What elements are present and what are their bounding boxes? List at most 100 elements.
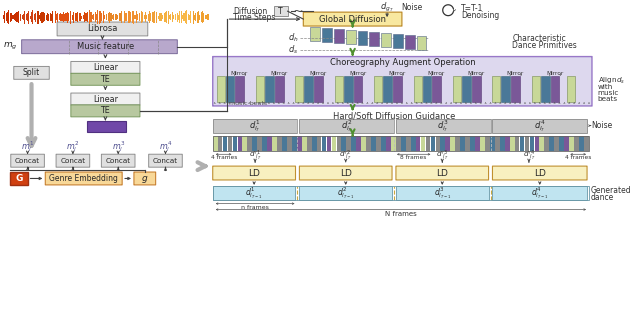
FancyBboxPatch shape — [492, 166, 587, 180]
Bar — [28, 10, 29, 24]
Bar — [525, 136, 529, 151]
Bar — [106, 14, 108, 20]
FancyBboxPatch shape — [71, 73, 140, 85]
Text: Linear: Linear — [93, 63, 118, 72]
Bar — [465, 136, 470, 151]
Bar — [18, 11, 19, 23]
Bar — [243, 136, 247, 151]
Bar — [354, 76, 362, 102]
Bar — [274, 6, 287, 16]
Bar — [257, 136, 262, 151]
Bar — [47, 13, 48, 21]
Bar — [569, 136, 574, 151]
Bar — [426, 136, 430, 151]
Text: 4 frames: 4 frames — [565, 155, 591, 160]
Bar — [268, 136, 272, 151]
Bar — [391, 136, 396, 151]
Bar — [152, 12, 153, 22]
Text: Noise: Noise — [401, 3, 422, 12]
FancyBboxPatch shape — [212, 57, 592, 106]
Bar — [40, 13, 41, 22]
Bar — [145, 12, 146, 22]
Text: LD: LD — [248, 169, 260, 178]
Text: Mirror: Mirror — [388, 71, 406, 76]
Bar — [225, 76, 234, 102]
Bar — [77, 12, 79, 22]
Text: Mirror: Mirror — [546, 71, 563, 76]
Bar — [80, 13, 81, 21]
FancyBboxPatch shape — [57, 22, 148, 36]
Bar — [485, 136, 490, 151]
Bar — [422, 76, 431, 102]
Bar — [10, 172, 28, 185]
Bar — [170, 14, 172, 20]
Bar — [455, 136, 460, 151]
Bar — [511, 76, 520, 102]
Text: Time Steps: Time Steps — [234, 13, 276, 22]
Bar — [346, 30, 356, 44]
Bar — [297, 136, 301, 151]
Text: music beats: music beats — [228, 101, 267, 107]
Bar — [287, 136, 292, 151]
Bar — [60, 13, 61, 21]
Bar — [223, 136, 227, 151]
Text: Concat: Concat — [15, 158, 40, 164]
Bar — [490, 136, 495, 151]
Bar — [116, 14, 117, 20]
Bar — [545, 136, 549, 151]
Bar — [480, 136, 485, 151]
Bar — [118, 13, 120, 21]
Bar — [206, 15, 207, 19]
Bar — [194, 15, 195, 20]
Text: $d^2_{l_{T-1}}$: $d^2_{l_{T-1}}$ — [337, 185, 355, 201]
Bar — [451, 136, 455, 151]
Bar — [337, 136, 341, 151]
Bar — [322, 28, 332, 42]
Text: T=T-1: T=T-1 — [461, 4, 483, 13]
Bar — [96, 14, 97, 20]
Text: g: g — [142, 174, 148, 183]
Bar — [102, 11, 104, 23]
Text: Genre Embedding: Genre Embedding — [49, 174, 118, 183]
Text: LD: LD — [534, 169, 546, 178]
Text: Mirror: Mirror — [428, 71, 445, 76]
Bar — [45, 15, 47, 20]
Bar — [132, 11, 133, 23]
Text: Generated: Generated — [591, 186, 632, 195]
Bar — [26, 14, 27, 20]
Bar — [44, 13, 45, 21]
Bar — [405, 35, 415, 49]
Bar — [534, 136, 540, 151]
Bar — [436, 136, 440, 151]
Bar — [182, 15, 183, 19]
Bar — [549, 136, 554, 151]
Bar — [159, 13, 161, 21]
Text: $d_{l_T}^3$: $d_{l_T}^3$ — [437, 118, 449, 134]
Bar — [64, 14, 65, 21]
Text: ~: ~ — [292, 5, 303, 18]
Bar — [554, 136, 559, 151]
Bar — [366, 136, 371, 151]
Bar — [236, 76, 244, 102]
Bar — [334, 29, 344, 43]
Bar — [14, 14, 15, 20]
Text: 8 frames: 8 frames — [401, 155, 427, 160]
Text: $m_l^4$: $m_l^4$ — [159, 139, 172, 154]
Text: Global Diffusion: Global Diffusion — [319, 15, 386, 23]
Bar — [212, 119, 298, 133]
Text: Hard/Soft Diffusion Guidance: Hard/Soft Diffusion Guidance — [333, 111, 455, 120]
Text: $m_l^1$: $m_l^1$ — [21, 139, 34, 154]
Bar — [141, 11, 142, 23]
Text: dance: dance — [591, 193, 614, 202]
Bar — [212, 136, 218, 151]
Bar — [470, 136, 475, 151]
FancyBboxPatch shape — [300, 166, 392, 180]
Bar — [93, 14, 94, 20]
FancyBboxPatch shape — [134, 172, 156, 185]
Text: $d'^{\,3}_{l_T}$: $d'^{\,3}_{l_T}$ — [436, 149, 449, 163]
Bar — [275, 76, 284, 102]
Bar — [383, 76, 392, 102]
Bar — [212, 136, 589, 151]
Bar — [89, 10, 90, 24]
Bar — [237, 136, 243, 151]
